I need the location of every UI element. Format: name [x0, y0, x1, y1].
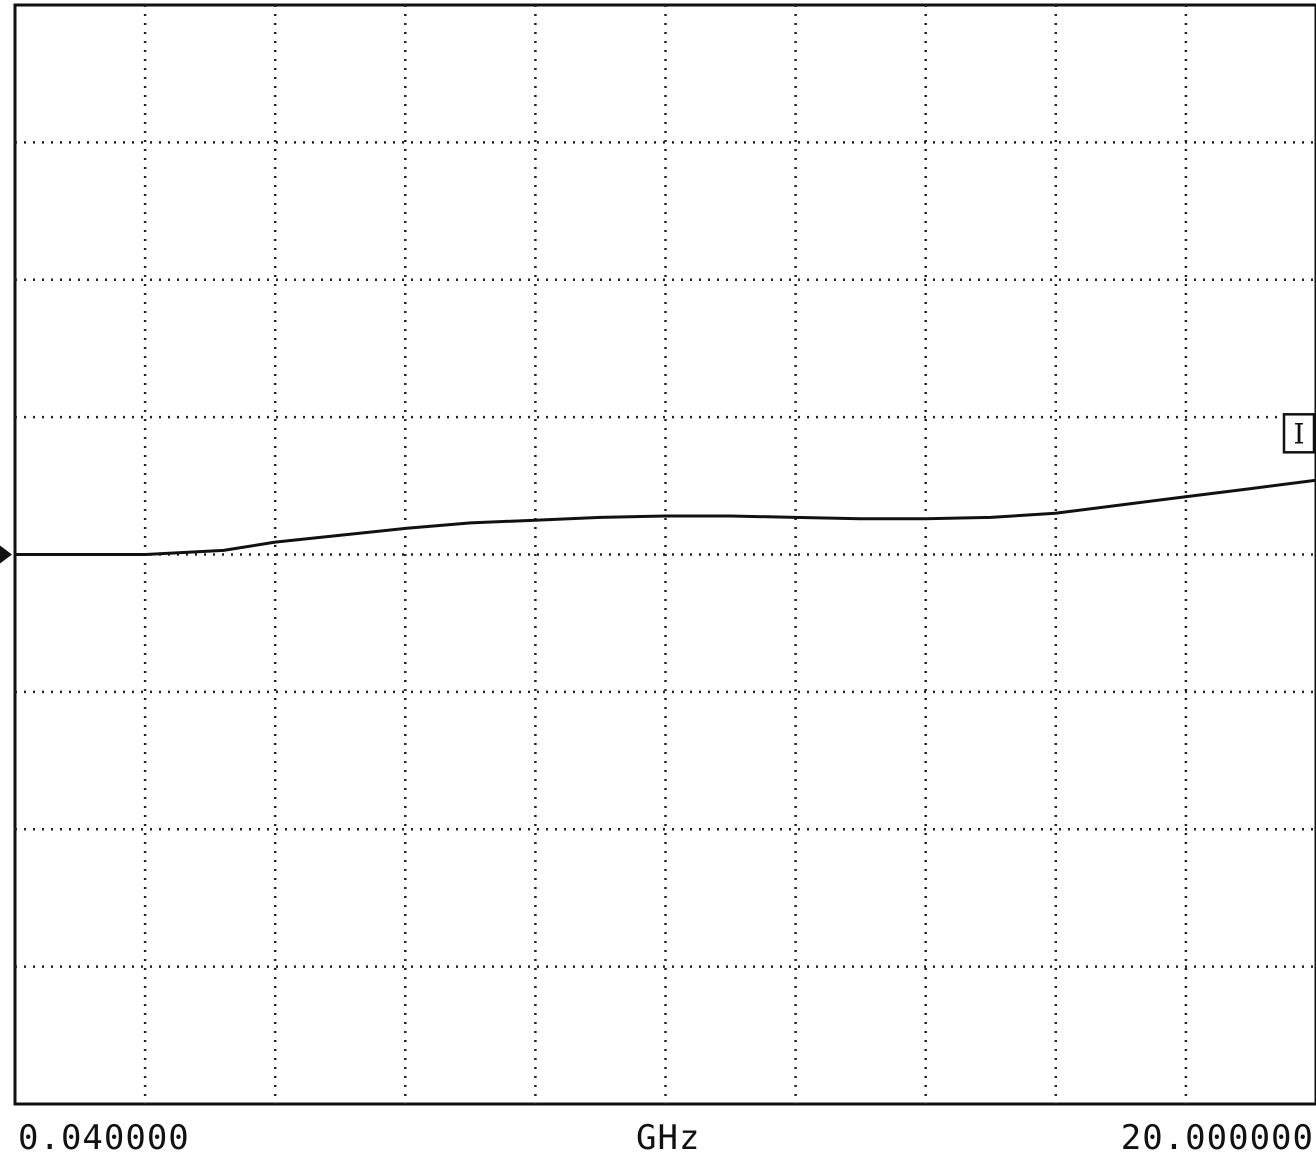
grid-lines [15, 5, 1316, 1104]
x-start-label: 0.040000 [18, 1118, 190, 1158]
trace-label-box: I [1282, 413, 1316, 454]
series-line [13, 478, 1316, 556]
x-end-label: 20.000000 [1120, 1118, 1314, 1158]
reference-level-marker [0, 545, 12, 564]
x-axis-unit: GHz [636, 1118, 701, 1158]
trace-label: I [1293, 417, 1304, 450]
